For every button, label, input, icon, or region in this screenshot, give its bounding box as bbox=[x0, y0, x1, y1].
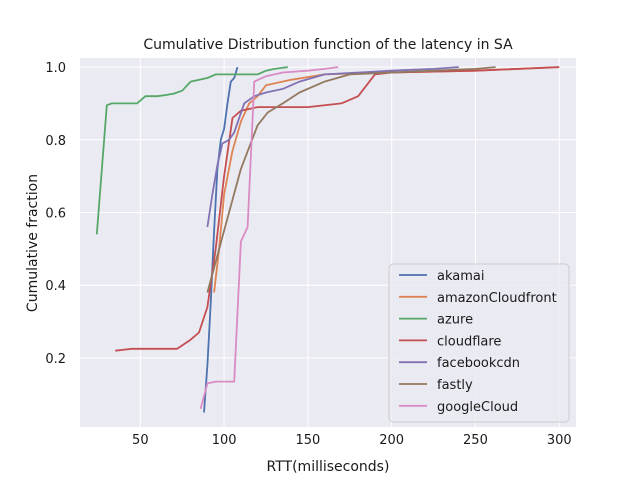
legend-box bbox=[388, 263, 570, 423]
legend-label: facebookcdn bbox=[437, 356, 520, 371]
y-tick-label: 1.0 bbox=[45, 61, 66, 76]
legend: akamai amazonCloudfront azure cloudflare fac… bbox=[388, 263, 570, 423]
series-lines bbox=[95, 66, 560, 413]
x-axis-label: RTT(milliseconds) bbox=[267, 459, 390, 475]
series-line-akamai bbox=[203, 66, 239, 413]
legend-label: googleCloud bbox=[437, 400, 518, 415]
legend-label: fastly bbox=[437, 378, 473, 393]
y-tick-label: 0.2 bbox=[45, 352, 66, 367]
legend-label: cloudflare bbox=[437, 334, 501, 349]
y-axis-label: Cumulative fraction bbox=[25, 174, 41, 312]
y-tick-label: 0.8 bbox=[45, 134, 66, 149]
legend-label: akamai bbox=[437, 269, 484, 284]
series-line-fastly bbox=[206, 66, 496, 293]
legend-label: azure bbox=[437, 313, 473, 328]
legend-label: amazonCloudfront bbox=[437, 291, 557, 306]
x-tick-label: 50 bbox=[132, 433, 149, 448]
y-tick-label: 0.6 bbox=[45, 207, 66, 222]
x-tick-label: 200 bbox=[379, 433, 404, 448]
chart-title: Cumulative Distribution function of the … bbox=[143, 37, 513, 53]
x-tick-label: 150 bbox=[295, 433, 320, 448]
x-tick-label: 250 bbox=[463, 433, 488, 448]
series-line-azure bbox=[95, 66, 288, 235]
series-line-googleCloud bbox=[199, 66, 339, 410]
x-tick-label: 300 bbox=[547, 433, 572, 448]
tick-labels: 50 100 150 200 250 300 0.2 0.4 0.6 0.8 1.0 bbox=[45, 61, 571, 448]
x-tick-label: 100 bbox=[212, 433, 237, 448]
series-line-cloudflare bbox=[115, 66, 560, 352]
y-tick-label: 0.4 bbox=[45, 279, 66, 294]
